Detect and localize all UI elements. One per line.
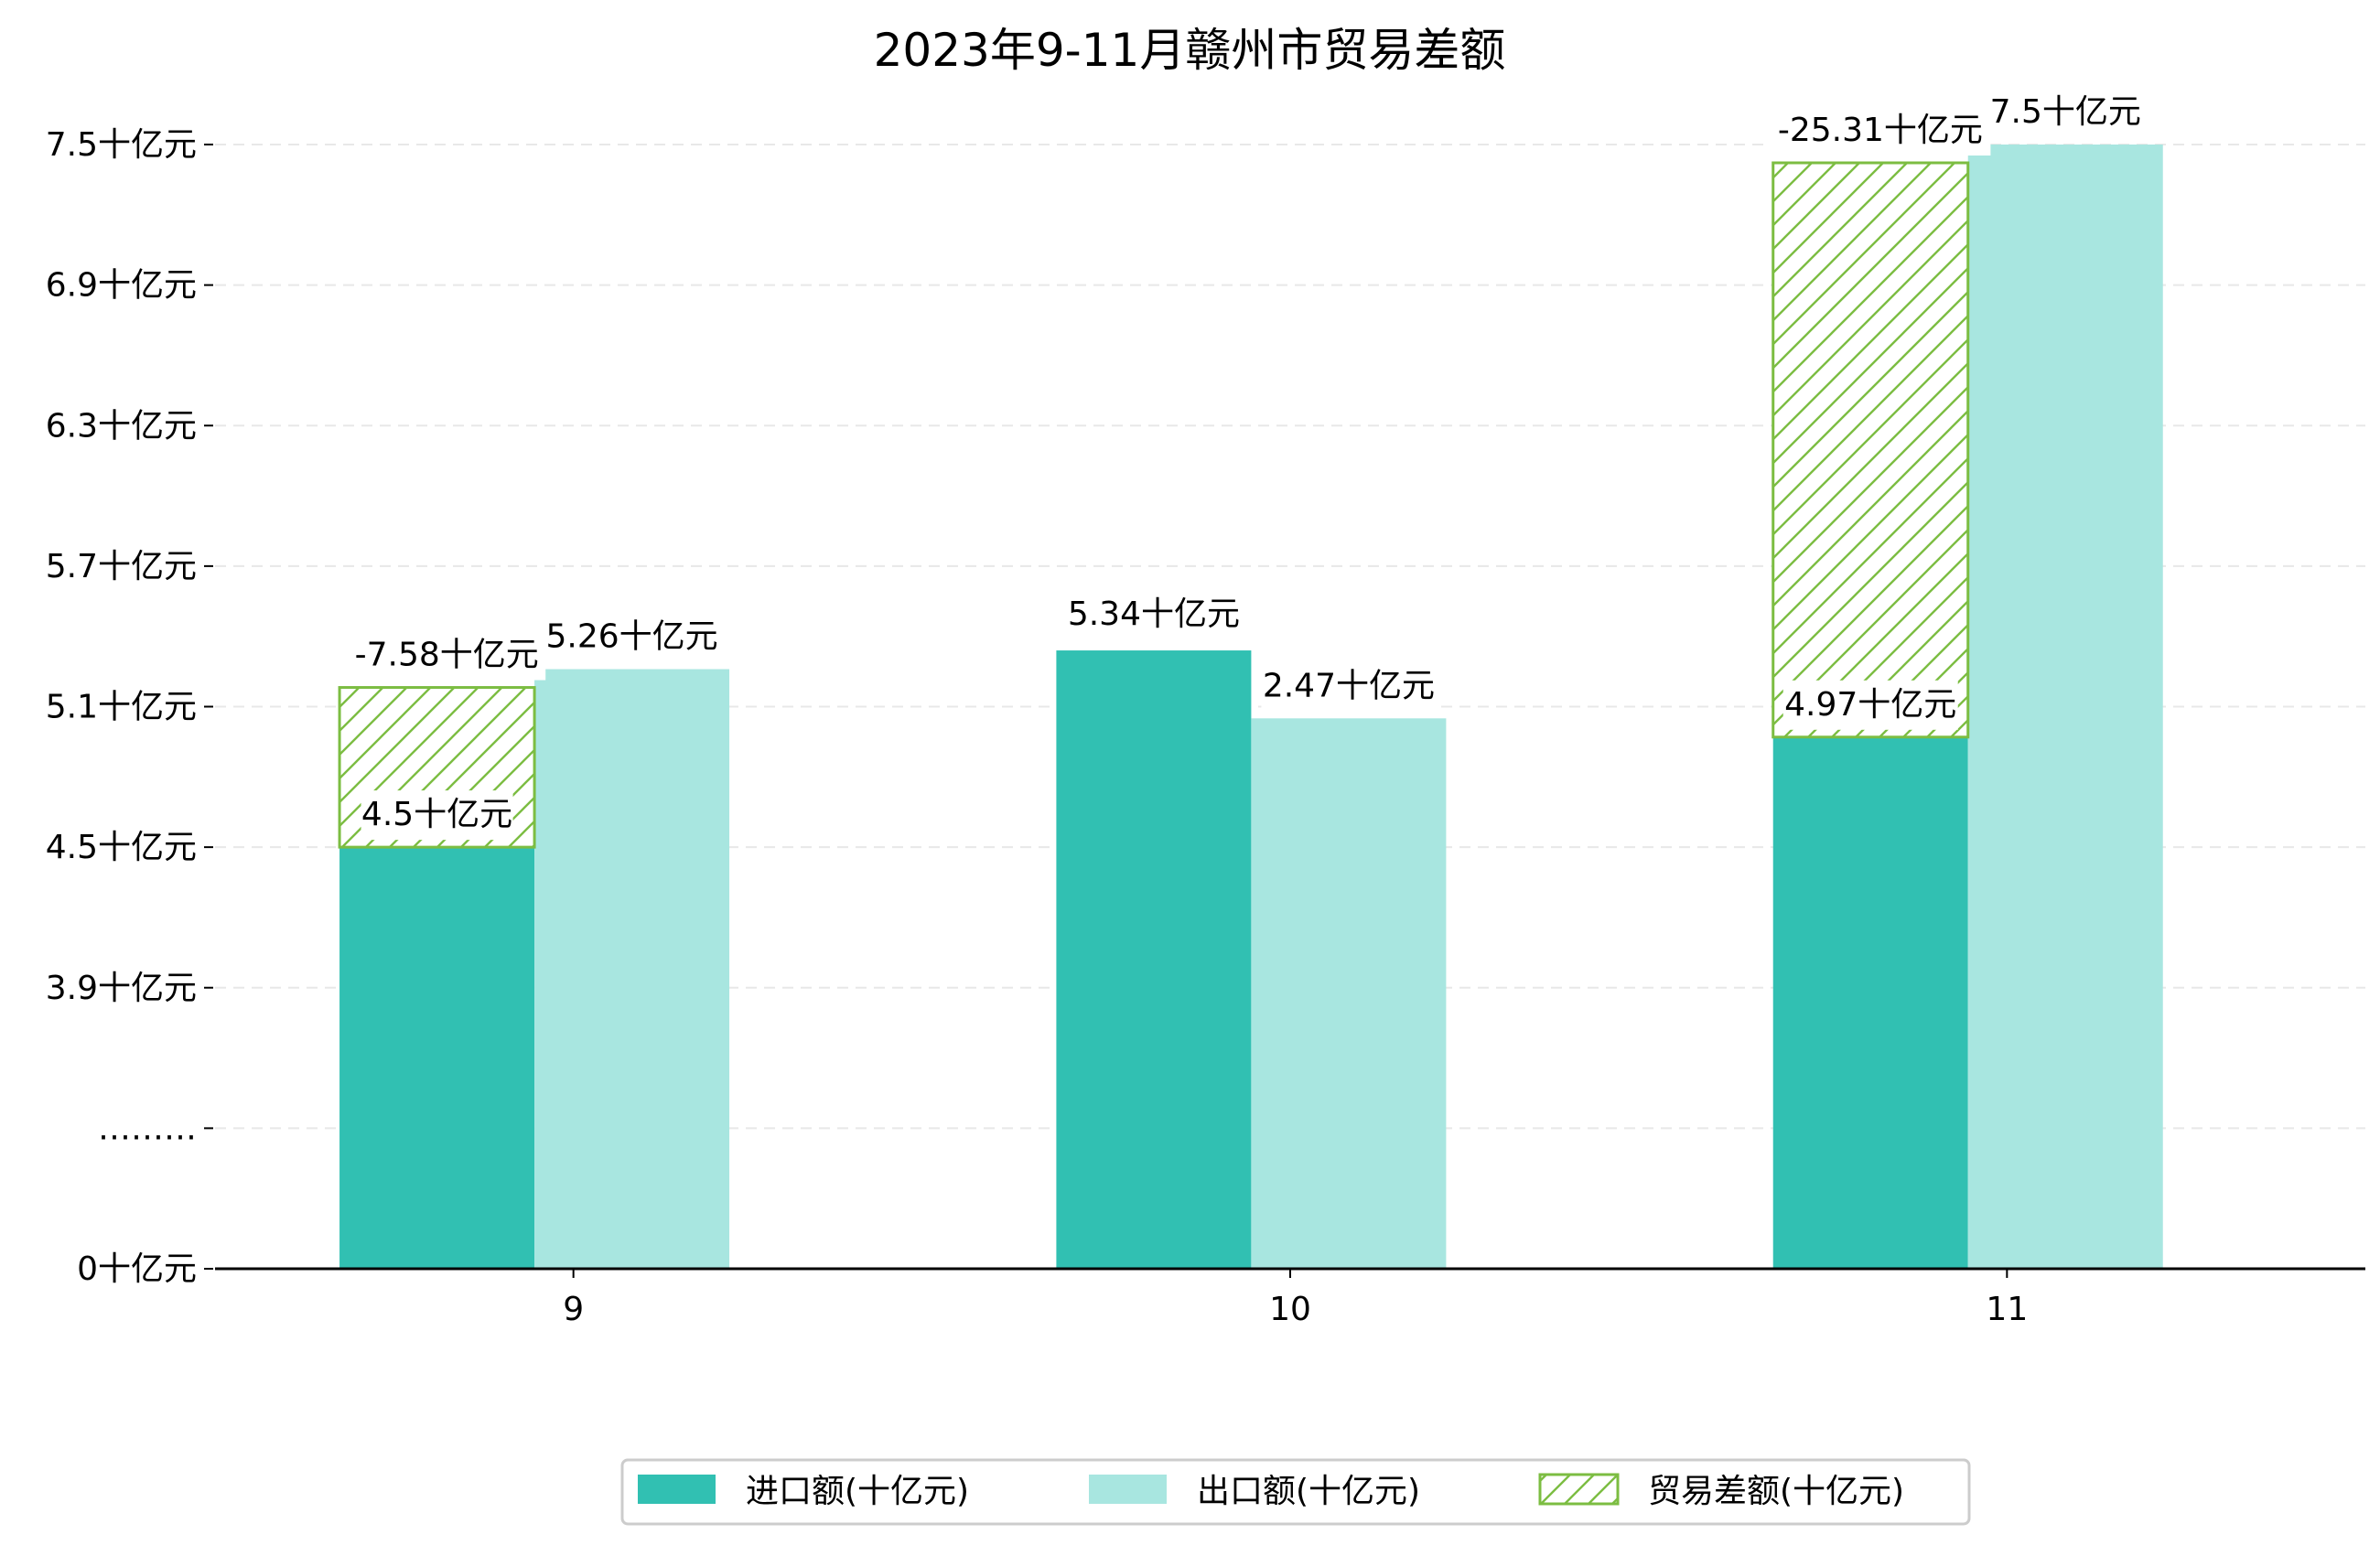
label-export-9-bg — [544, 612, 720, 662]
label-import-10-bg — [1066, 590, 1242, 640]
bar-export-9 — [534, 669, 730, 1269]
legend: 进口额(十亿元) 出口额(十亿元) 贸易差额(十亿元) — [620, 1458, 1971, 1526]
label-export-11: 7.5十亿元 — [1990, 93, 2141, 131]
legend-box — [620, 1458, 1971, 1526]
chart-title: 2023年9-11月赣州市贸易差额 — [874, 24, 1506, 77]
label-import-9: 4.5十亿元 — [361, 796, 512, 833]
y-tick-label: 5.1十亿元 — [46, 689, 197, 726]
y-tick-label: 5.7十亿元 — [46, 548, 197, 585]
y-tick-label: 7.5十亿元 — [46, 126, 197, 164]
legend-label: 出口额(十亿元) — [1197, 1473, 1420, 1510]
bar-balance-11 — [1772, 161, 1970, 739]
label-balance-11-bg — [1770, 106, 1991, 156]
legend-label: 贸易差额(十亿元) — [1648, 1473, 1904, 1510]
label-export-10-bg — [1261, 661, 1437, 712]
x-tick-label: 10 — [1269, 1291, 1311, 1328]
y-tick-label: 0十亿元 — [77, 1250, 197, 1288]
y-tick-label: ……… — [98, 1110, 197, 1147]
x-tick-label: 9 — [563, 1291, 584, 1328]
y-axis: 0十亿元 ……… 3.9十亿元 4.5十亿元 5.1十亿元 5.7十亿元 6.3十亿元 6.9… — [46, 126, 213, 1288]
legend-label: 进口额(十亿元) — [746, 1473, 969, 1510]
bar-import-9 — [339, 847, 535, 1269]
y-tick-label: 6.9十亿元 — [46, 267, 197, 305]
label-balance-9: -7.58十亿元 — [355, 637, 539, 674]
bar-export-11 — [1967, 145, 2163, 1269]
label-export-10: 2.47十亿元 — [1263, 667, 1435, 704]
y-tick-label: 6.3十亿元 — [46, 407, 197, 445]
bar-export-10 — [1251, 718, 1447, 1269]
x-tick-label: 11 — [1986, 1291, 2028, 1328]
bar-import-10 — [1056, 650, 1252, 1269]
label-import-9-bg — [361, 790, 513, 841]
label-import-10: 5.34十亿元 — [1068, 595, 1240, 633]
label-import-11-bg — [1782, 680, 1958, 730]
data-labels: -7.58十亿元 4.5十亿元 5.26十亿元 5.34十亿元 2.47十亿元 -25.3… — [348, 88, 2142, 841]
label-balance-9-bg — [348, 630, 546, 681]
legend-swatch — [638, 1475, 716, 1504]
legend-swatch — [1538, 1473, 1620, 1506]
legend-swatch — [1089, 1475, 1167, 1504]
y-tick-label: 4.5十亿元 — [46, 829, 197, 866]
bar-import-11 — [1772, 736, 1968, 1269]
label-export-9: 5.26十亿元 — [545, 618, 717, 656]
y-tick-label: 3.9十亿元 — [46, 970, 197, 1007]
label-export-11-bg — [1989, 88, 2142, 137]
label-import-11: 4.97十亿元 — [1784, 686, 1956, 724]
x-axis: 9 10 11 — [215, 1267, 2365, 1328]
bars — [338, 145, 2163, 1269]
label-balance-11: -25.31十亿元 — [1778, 112, 1983, 149]
